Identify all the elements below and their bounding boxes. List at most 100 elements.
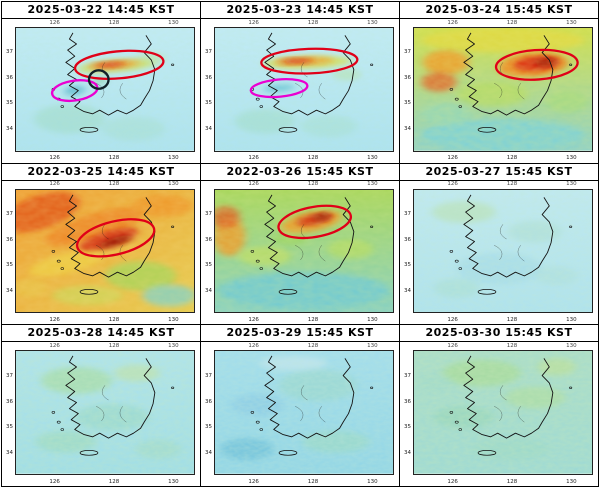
panel-body: 37 36 35 34 126 126 128 128 130 130 [201, 342, 399, 486]
small-island-outline [260, 106, 263, 108]
small-island-outline [57, 260, 60, 262]
lat-tick-label: 34 [6, 126, 13, 133]
lon-tick-label: 128 [108, 181, 120, 188]
coastline-path [265, 33, 354, 115]
coastline-path [464, 356, 553, 438]
lon-tick-label: 128 [108, 342, 120, 349]
lon-tick-label: 130 [367, 19, 378, 26]
lat-tick-label: 37 [205, 210, 212, 217]
lon-tick-label: 130 [367, 478, 378, 485]
coastline-path [66, 33, 155, 115]
lat-tick-label: 35 [404, 100, 411, 107]
lat-tick-label: 37 [6, 210, 13, 217]
panel-timestamp: 2025-03-23 14:45 KST [201, 2, 399, 19]
panel-timestamp: 2022-03-26 15:45 KST [201, 163, 399, 181]
small-island-outline [260, 429, 263, 431]
small-island-outline [260, 267, 263, 269]
jeju-island-outline [478, 289, 496, 294]
lon-tick-label: 128 [108, 19, 120, 26]
lon-tick-label: 130 [168, 19, 179, 26]
lon-tick-label: 126 [248, 155, 259, 162]
panel-body: 37 36 35 34 126 126 128 128 130 130 [400, 342, 598, 486]
map-plot-frame [15, 350, 195, 475]
small-island-outline [370, 64, 372, 66]
panel-body: 37 36 35 34 126 126 128 128 130 130 [2, 180, 200, 325]
lon-tick-label: 126 [49, 342, 60, 349]
map-plot [414, 28, 592, 151]
small-island-outline [450, 250, 453, 252]
lat-tick-label: 35 [404, 261, 411, 268]
lon-tick-label: 130 [168, 181, 179, 188]
lat-tick-label: 36 [6, 237, 13, 244]
lat-tick-label: 37 [205, 372, 212, 379]
panel-timestamp: 2025-03-29 15:45 KST [201, 325, 399, 343]
lon-tick-label: 126 [49, 181, 60, 188]
lon-tick-label: 126 [49, 478, 60, 485]
lat-tick-label: 36 [404, 75, 411, 82]
jeju-island-outline [80, 127, 98, 132]
small-island-outline [61, 267, 64, 269]
province-borders-path [96, 386, 126, 423]
small-island-outline [455, 421, 458, 423]
map-plot [414, 189, 592, 313]
lat-tick-label: 34 [404, 449, 411, 456]
map-plot-frame [413, 350, 593, 475]
jeju-island-outline [80, 451, 98, 456]
lon-tick-label: 128 [307, 155, 319, 162]
small-island-outline [450, 412, 453, 414]
lon-tick-label: 130 [566, 19, 577, 26]
lat-tick-label: 37 [404, 372, 411, 379]
lon-tick-label: 126 [248, 316, 259, 323]
red-ellipse-annotation [260, 47, 358, 75]
lat-tick-label: 34 [404, 126, 411, 133]
lon-tick-label: 126 [447, 478, 458, 485]
lat-tick-label: 36 [404, 398, 411, 405]
small-island-outline [251, 412, 254, 414]
lon-tick-label: 130 [168, 478, 179, 485]
map-plot-frame [413, 27, 593, 152]
small-island-outline [455, 98, 458, 100]
lon-tick-label: 128 [307, 478, 319, 485]
lon-tick-label: 126 [49, 316, 60, 323]
map-plot-frame [214, 350, 394, 475]
small-island-outline [52, 412, 55, 414]
lon-tick-label: 130 [168, 155, 179, 162]
small-island-outline [256, 421, 259, 423]
lon-tick-label: 128 [307, 181, 319, 188]
lon-tick-label: 126 [447, 316, 458, 323]
lat-tick-label: 34 [6, 449, 13, 456]
small-island-outline [569, 387, 571, 389]
small-island-outline [450, 88, 453, 90]
lon-tick-label: 128 [506, 342, 518, 349]
panel-body: 37 36 35 34 126 126 128 128 130 130 [2, 19, 200, 163]
lon-tick-label: 130 [168, 316, 179, 323]
map-plot-frame [15, 188, 195, 314]
lon-tick-label: 126 [447, 181, 458, 188]
map-panel-2: 2025-03-23 14:45 KST 37 36 35 34 126 126 128 12… [201, 2, 399, 163]
coastline-path [464, 195, 553, 277]
small-island-outline [256, 260, 259, 262]
lat-tick-label: 37 [205, 49, 212, 56]
lat-tick-label: 35 [205, 261, 212, 268]
lat-tick-label: 36 [6, 398, 13, 405]
small-island-outline [455, 260, 458, 262]
map-plot [414, 351, 592, 474]
lat-tick-label: 35 [404, 423, 411, 430]
map-panel-1: 2025-03-22 14:45 KST 37 36 35 34 126 126 128 12… [2, 2, 200, 163]
map-panel-7: 2025-03-28 14:45 KST 37 36 35 34 126 126 128 12… [2, 325, 200, 486]
jeju-island-outline [279, 289, 297, 294]
jeju-island-outline [279, 127, 297, 132]
magenta-ellipse-annotation [49, 77, 101, 104]
noise-texture [215, 351, 393, 474]
small-island-outline [171, 64, 173, 66]
lon-tick-label: 128 [307, 316, 319, 323]
lon-tick-label: 128 [506, 155, 518, 162]
panel-timestamp: 2025-03-22 14:45 KST [2, 2, 200, 19]
small-island-outline [569, 64, 571, 66]
lat-tick-label: 36 [205, 398, 212, 405]
lon-tick-label: 130 [566, 155, 577, 162]
small-island-outline [57, 421, 60, 423]
lon-tick-label: 130 [367, 342, 378, 349]
panel-body: 37 36 35 34 126 126 128 128 130 130 [400, 180, 598, 325]
